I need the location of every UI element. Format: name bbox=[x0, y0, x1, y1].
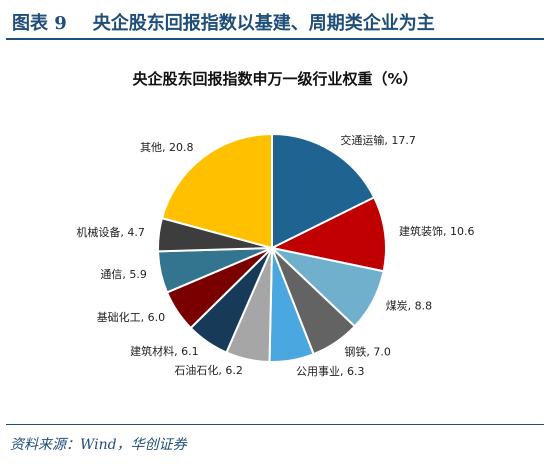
figure-title: 央企股东回报指数以基建、周期类企业为主 bbox=[92, 13, 435, 34]
figure-header: 图表 9 央企股东回报指数以基建、周期类企业为主 bbox=[6, 6, 544, 40]
pie-slice-label-9: 机械设备, 4.7 bbox=[76, 225, 145, 239]
pie-slices bbox=[157, 132, 387, 363]
source-divider bbox=[6, 424, 544, 425]
pie-slice-1 bbox=[268, 196, 387, 273]
pie-slice-label-7: 基础化工, 6.0 bbox=[97, 310, 166, 324]
pie-slice-10 bbox=[160, 132, 273, 250]
source-note: 资料来源：Wind，华创证券 bbox=[10, 437, 187, 453]
pie-labels: 交通运输, 17.7 建筑装饰, 10.6 煤炭, 8.8 钢铁, 7.0 公用事业, … bbox=[76, 133, 474, 378]
pie-slice-label-10: 其他, 20.8 bbox=[140, 141, 194, 154]
pie-slice-label-4: 公用事业, 6.3 bbox=[296, 365, 365, 378]
chart-title: 央企股东回报指数申万一级行业权重（%） bbox=[132, 70, 418, 88]
pie-slice-label-2: 煤炭, 8.8 bbox=[386, 299, 433, 312]
pie-slice-label-0: 交通运输, 17.7 bbox=[340, 133, 416, 147]
pie-slice-label-3: 钢铁, 7.0 bbox=[344, 346, 391, 359]
pie-slice-label-8: 通信, 5.9 bbox=[100, 268, 147, 281]
pie-slice-label-6: 建筑材料, 6.1 bbox=[130, 344, 199, 358]
pie-slice-label-1: 建筑装饰, 10.6 bbox=[399, 224, 475, 238]
pie-slice-0 bbox=[271, 132, 376, 250]
figure-label: 图表 9 bbox=[12, 13, 67, 34]
pie-slice-label-5: 石油石化, 6.2 bbox=[174, 363, 243, 377]
